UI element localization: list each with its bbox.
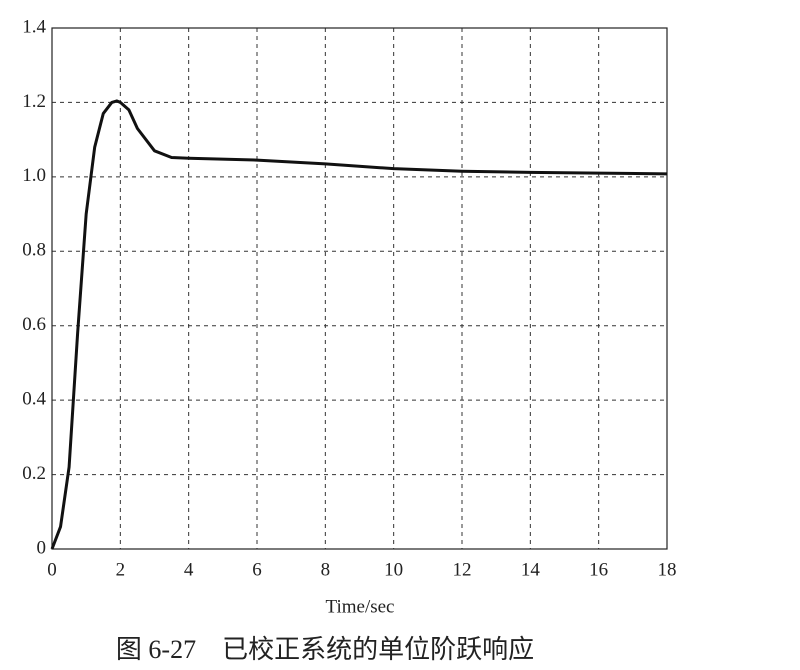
x-tick-label: 8 [321, 559, 331, 580]
x-tick-label: 14 [521, 559, 541, 580]
x-tick-label: 16 [589, 559, 608, 580]
y-tick-label: 1.2 [22, 91, 46, 112]
x-tick-label: 2 [116, 559, 126, 580]
line [50, 99, 668, 550]
x-tick-label: 0 [47, 559, 57, 580]
x-tick-label: 12 [453, 559, 472, 580]
plot-frame [51, 27, 668, 550]
y-tick-label: 0 [37, 537, 47, 558]
y-tick-label: 1.4 [22, 16, 46, 37]
y-tick-label: 0.4 [22, 389, 46, 410]
x-tick-label: 18 [658, 559, 677, 580]
y-tick-label: 0.2 [22, 463, 46, 484]
x-axis-label: Time/sec [326, 596, 395, 617]
x-tick-label: 6 [252, 559, 262, 580]
y-tick-label: 0.6 [22, 314, 46, 335]
x-tick-label: 4 [184, 559, 194, 580]
x-tick-label: 10 [384, 559, 403, 580]
caption: 图 6-27 已校正系统的单位阶跃响应 [116, 635, 534, 664]
y-tick-label: 0.8 [22, 240, 46, 261]
y-tick-label: 1.0 [22, 165, 46, 186]
